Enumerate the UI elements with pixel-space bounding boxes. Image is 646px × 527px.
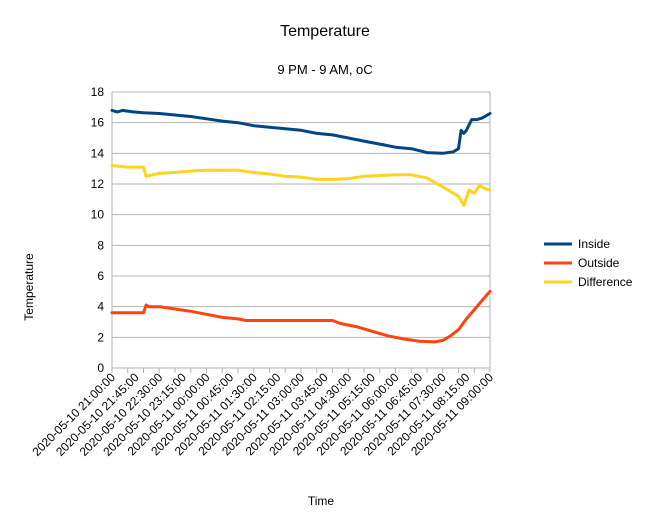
- series-line-outside: [110, 289, 492, 344]
- series-line-difference: [110, 164, 492, 207]
- chart-title: Temperature: [280, 23, 370, 40]
- y-tick-label: 8: [97, 238, 104, 252]
- legend-label-inside: Inside: [578, 237, 610, 251]
- y-tick-label: 2: [97, 330, 104, 344]
- y-tick-label: 6: [97, 269, 104, 283]
- y-tick-label: 18: [91, 85, 105, 99]
- y-axis-ticks: 0 2 4 6 8 10 12 14 16 18: [91, 85, 105, 375]
- chart-subtitle: 9 PM - 9 AM, oC: [277, 62, 372, 77]
- y-tick-label: 16: [91, 116, 105, 130]
- y-tick-label: 10: [91, 208, 105, 222]
- y-tick-label: 12: [91, 177, 105, 191]
- legend-label-outside: Outside: [578, 256, 620, 270]
- series-lines: [110, 108, 492, 344]
- legend-label-difference: Difference: [578, 275, 633, 289]
- legend: Inside Outside Difference: [544, 237, 633, 289]
- y-tick-label: 0: [97, 361, 104, 375]
- y-tick-label: 14: [91, 146, 105, 160]
- y-axis-title: Temperature: [22, 253, 36, 321]
- series-line-inside: [110, 108, 492, 155]
- y-tick-label: 4: [97, 300, 104, 314]
- x-axis-title: Time: [308, 494, 335, 508]
- grid-lines: [111, 91, 491, 369]
